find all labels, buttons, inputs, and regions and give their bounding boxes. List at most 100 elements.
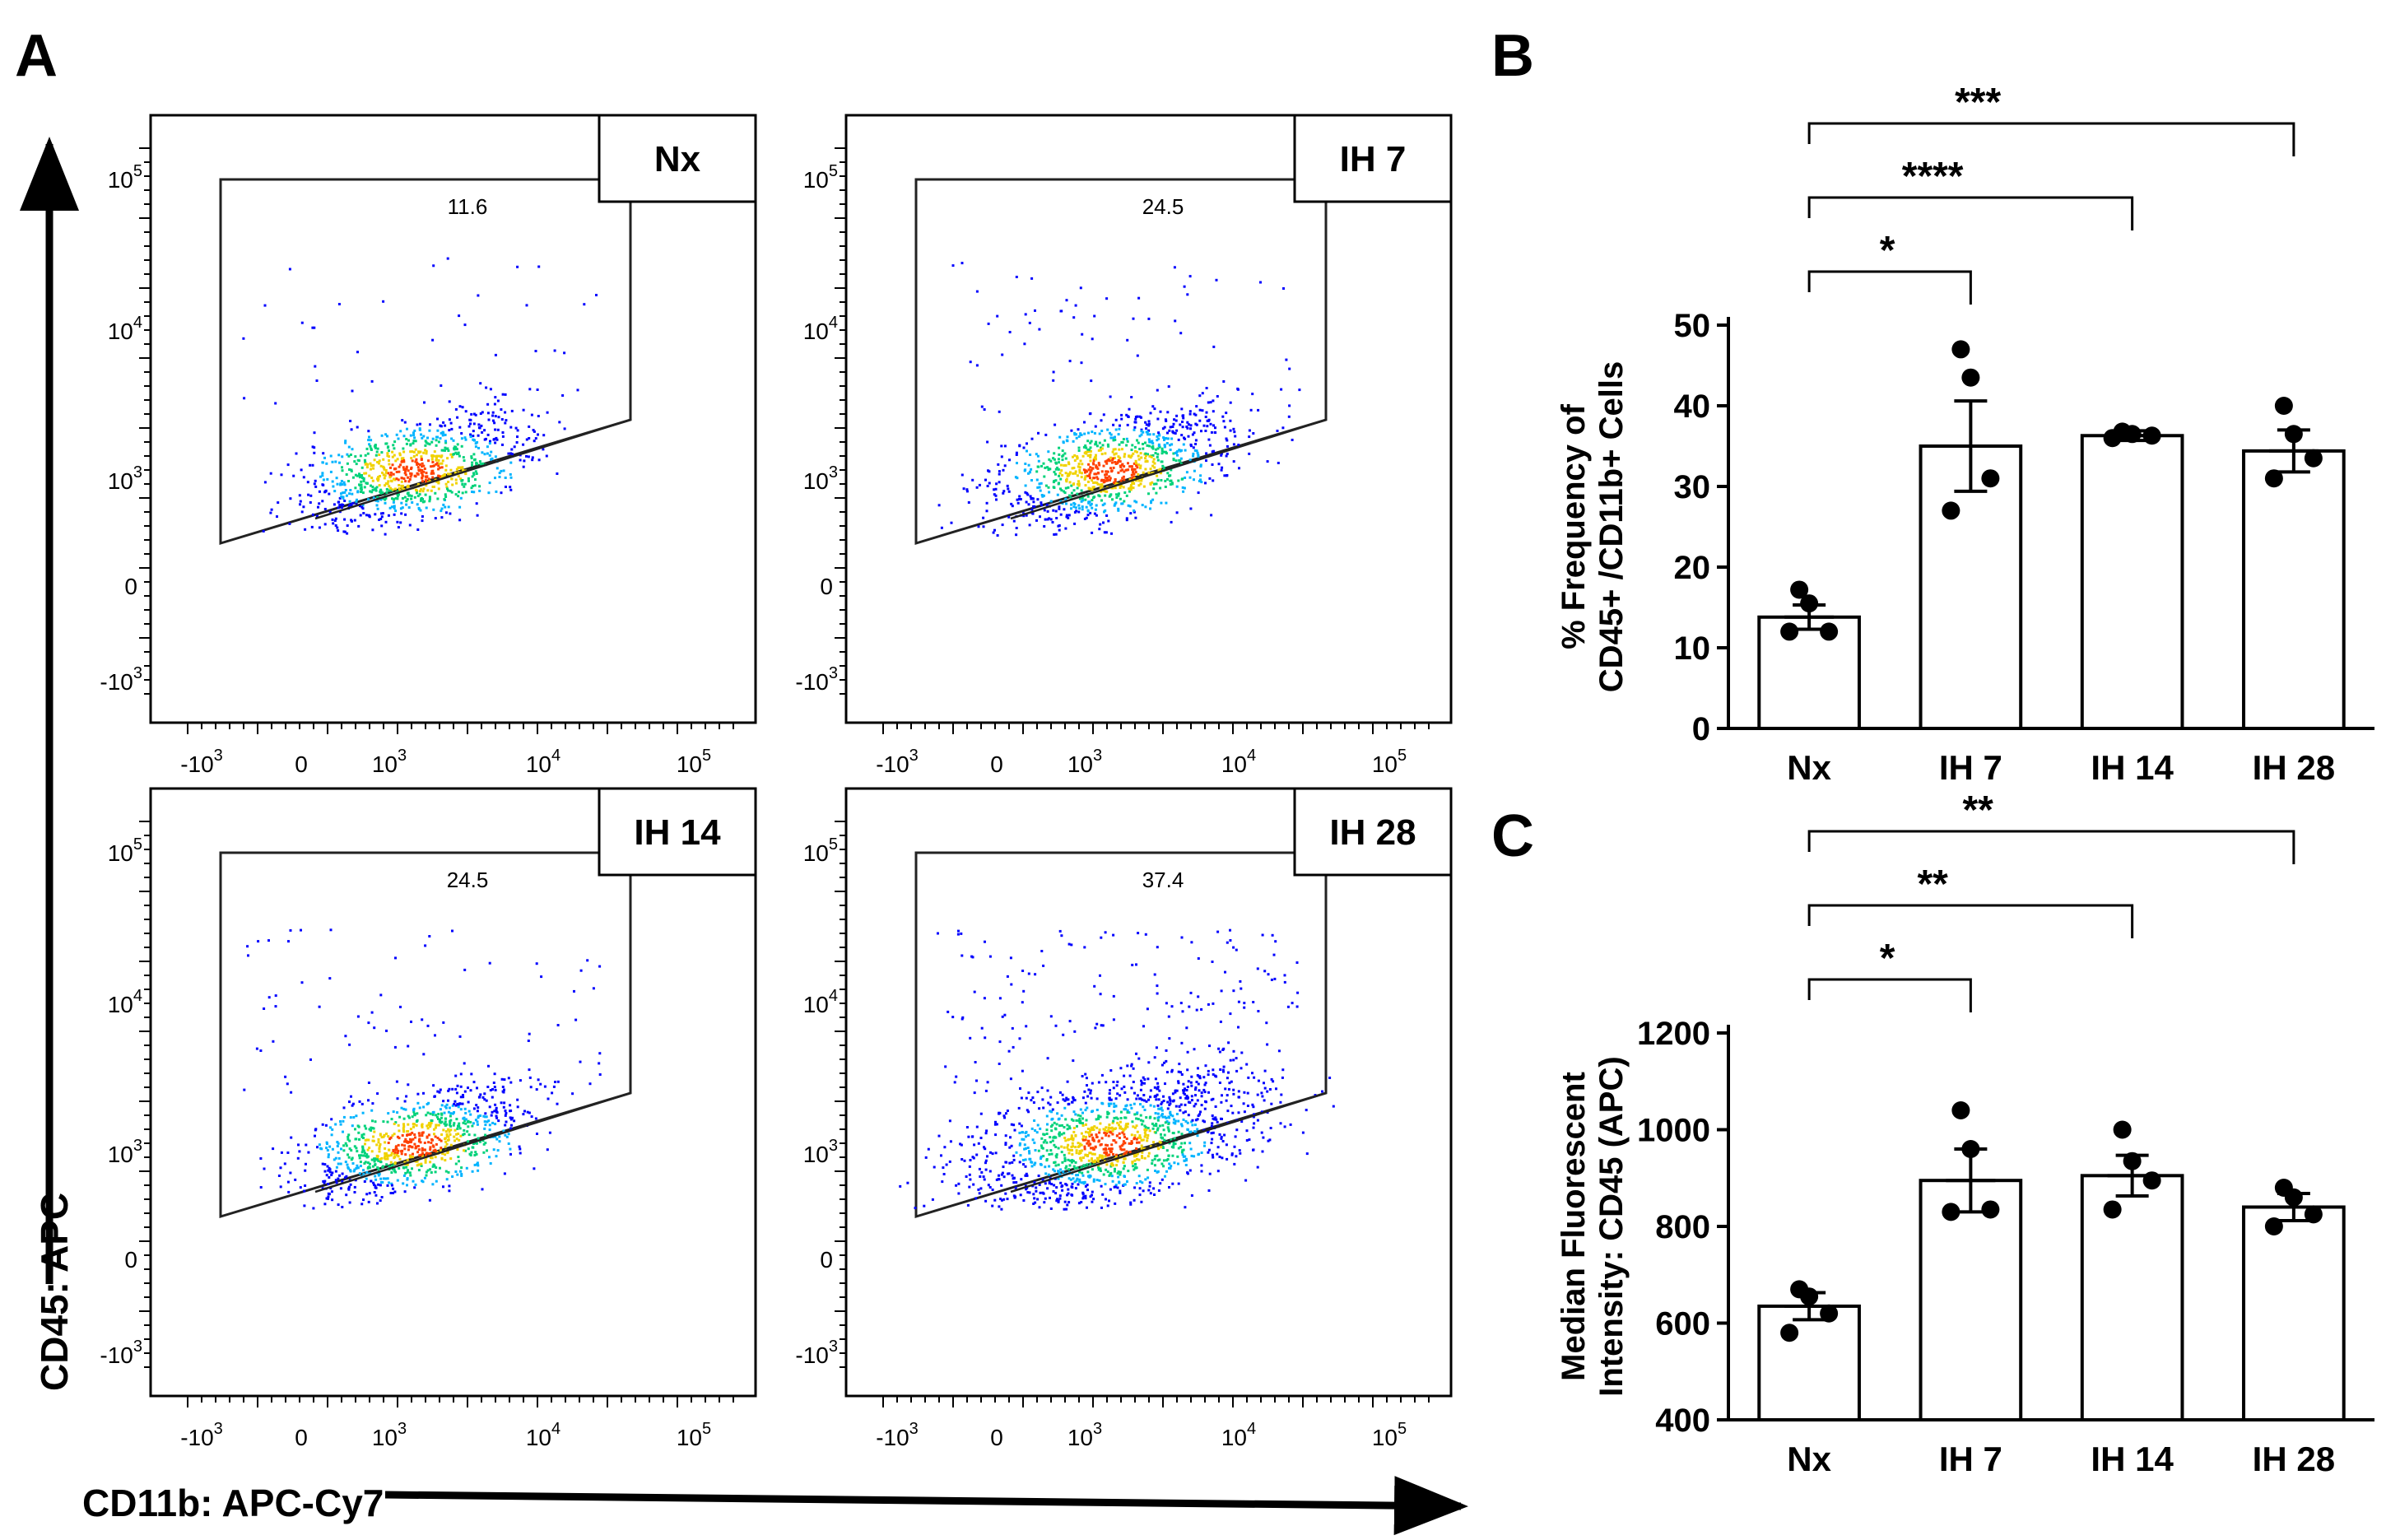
event-dot [1134, 1163, 1137, 1166]
event-dot [1044, 1172, 1048, 1175]
event-dot [1080, 476, 1083, 479]
event-dot [384, 474, 387, 477]
event-dot [1076, 492, 1079, 495]
event-dot [1049, 459, 1053, 463]
event-dot [400, 501, 403, 505]
data-point [1981, 469, 2000, 488]
event-dot [588, 1082, 592, 1086]
event-dot [1078, 466, 1081, 469]
event-dot [1179, 1146, 1183, 1149]
event-dot [1064, 1139, 1067, 1142]
event-dot [1149, 507, 1151, 510]
event-dot [354, 1128, 356, 1131]
event-dot [931, 1198, 934, 1201]
event-dot [429, 423, 431, 426]
event-dot [437, 482, 440, 485]
event-dot [406, 498, 409, 501]
event-dot [1192, 452, 1195, 455]
event-dot [413, 495, 416, 499]
event-dot [1225, 454, 1228, 458]
event-dot [504, 411, 507, 414]
data-point [1961, 368, 1980, 387]
event-dot [370, 379, 374, 383]
event-dot [1074, 304, 1077, 307]
data-point [2274, 397, 2293, 415]
event-dot [432, 1149, 435, 1152]
event-dot [1160, 1162, 1164, 1165]
event-dot [1095, 1097, 1099, 1100]
event-dot [418, 493, 421, 496]
gate-diagonal [314, 1091, 631, 1193]
event-dot [1120, 1144, 1123, 1147]
event-dot [510, 1124, 513, 1127]
event-dot [398, 1137, 401, 1140]
event-dot [342, 1144, 346, 1147]
event-dot [1173, 1118, 1175, 1121]
event-dot [1134, 1165, 1137, 1169]
tick-exponent: 3 [1093, 1420, 1102, 1438]
event-dot [1177, 479, 1180, 482]
event-dot [1032, 1193, 1035, 1196]
event-dot [454, 1104, 458, 1107]
event-dot [387, 1142, 390, 1144]
event-dot [1166, 437, 1170, 440]
event-dot [438, 454, 440, 458]
event-dot [418, 1154, 421, 1157]
event-dot [1120, 413, 1123, 416]
event-dot [463, 968, 467, 971]
event-dot [1081, 1197, 1085, 1200]
event-dot [1162, 1165, 1165, 1168]
event-dot [1147, 492, 1150, 495]
event-dot [483, 438, 486, 441]
event-dot [421, 1018, 424, 1021]
event-dot [509, 1104, 512, 1107]
event-dot [360, 1135, 364, 1138]
event-dot [373, 1026, 376, 1030]
event-dot [1190, 1095, 1193, 1098]
event-dot [1171, 1114, 1174, 1118]
event-dot [372, 463, 375, 467]
event-dot [1207, 1073, 1210, 1077]
event-dot [1030, 497, 1033, 500]
event-dot [1083, 1145, 1086, 1148]
event-dot [1056, 1198, 1059, 1201]
event-dot [344, 1142, 347, 1145]
event-dot [440, 384, 443, 387]
event-dot [1080, 1165, 1083, 1169]
event-dot [394, 956, 397, 960]
event-dot [1222, 1065, 1226, 1068]
event-dot [1110, 532, 1113, 535]
event-dot [1023, 469, 1026, 472]
event-dot [424, 449, 427, 452]
event-dot [463, 1133, 466, 1136]
event-dot [994, 494, 998, 497]
event-dot [358, 1154, 360, 1157]
event-dot [1211, 463, 1214, 466]
event-dot [1123, 465, 1126, 468]
event-dot [341, 503, 343, 506]
event-dot [1136, 1094, 1139, 1097]
event-dot [395, 1153, 398, 1156]
event-dot [477, 423, 481, 426]
event-dot [1097, 1117, 1100, 1120]
event-dot [536, 388, 539, 391]
event-dot [416, 489, 418, 492]
event-dot [1123, 1136, 1126, 1138]
event-dot [430, 1141, 433, 1144]
event-dot [1019, 498, 1022, 500]
event-dot [321, 500, 324, 503]
event-dot [495, 490, 498, 493]
event-dot [1152, 458, 1156, 461]
event-dot [421, 1152, 425, 1155]
event-dot [980, 405, 984, 408]
event-dot [432, 264, 435, 268]
event-dot [1237, 444, 1240, 446]
event-dot [279, 1185, 282, 1189]
event-dot [398, 1115, 402, 1119]
event-dot [1012, 1124, 1016, 1127]
event-dot [363, 472, 366, 475]
data-point [2284, 425, 2303, 444]
event-dot [523, 1110, 526, 1113]
event-dot [487, 1064, 490, 1068]
event-dot [1058, 1117, 1061, 1120]
